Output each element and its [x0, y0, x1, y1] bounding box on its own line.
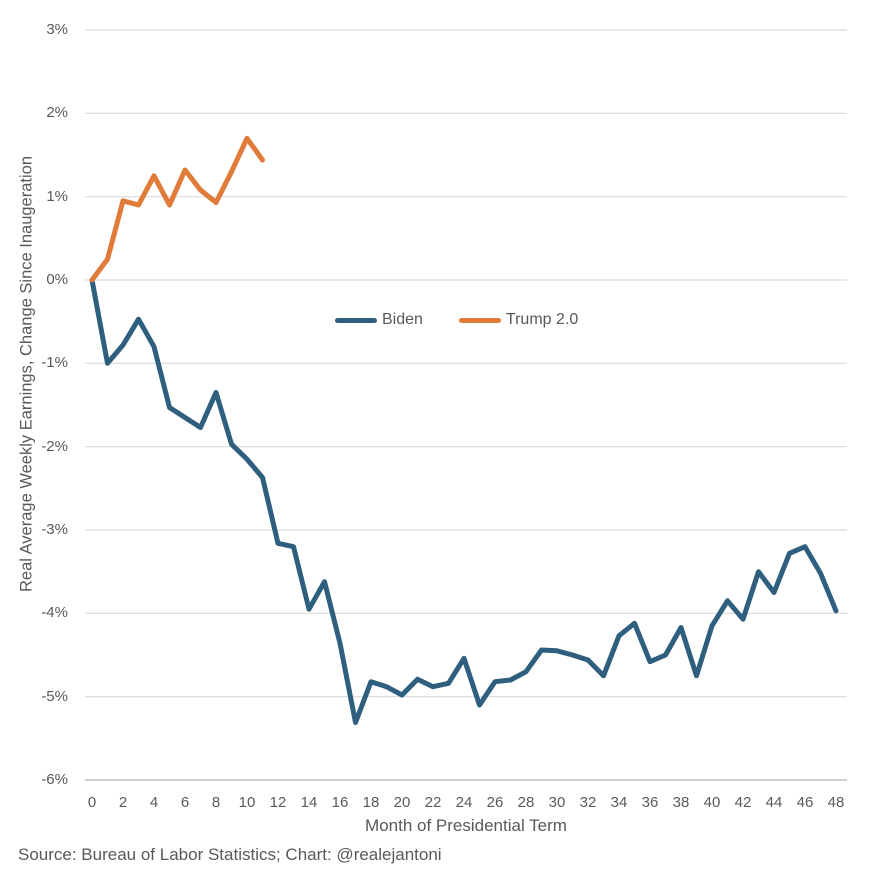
x-tick-label: 12	[269, 794, 287, 811]
y-tick-label: -6%	[41, 771, 68, 788]
x-tick-label: 18	[362, 794, 380, 811]
x-tick-label: 34	[610, 794, 628, 811]
legend-label-trump: Trump 2.0	[505, 311, 579, 328]
x-tick-label: 2	[118, 794, 128, 811]
y-tick-label: -2%	[41, 437, 68, 455]
x-tick-label: 42	[734, 794, 752, 811]
y-axis-title: Real Average Weekly Earnings, Change Sin…	[17, 155, 36, 593]
trump-2-0-line	[89, 135, 265, 283]
x-tick-label: 28	[517, 794, 535, 811]
biden-line	[89, 277, 839, 725]
legend-label-biden: Biden	[382, 311, 423, 328]
x-tick-label: 46	[796, 794, 814, 811]
x-tick-label: 4	[149, 794, 159, 811]
x-tick-label: 16	[331, 794, 349, 811]
x-tick-label: 14	[300, 794, 318, 811]
x-tick-label: 36	[641, 794, 659, 811]
x-tick-label: 6	[180, 794, 190, 811]
x-tick-label: 48	[827, 794, 845, 811]
x-tick-label: 20	[393, 794, 411, 811]
data-series	[89, 135, 839, 725]
x-tick-label: 30	[548, 794, 566, 811]
x-tick-label: 8	[211, 794, 221, 811]
source-attribution: Source: Bureau of Labor Statistics; Char…	[18, 845, 442, 864]
x-tick-label: 32	[579, 794, 597, 811]
x-tick-label: 10	[238, 794, 256, 811]
x-tick-label: 40	[703, 794, 721, 811]
legend: Biden Trump 2.0	[335, 311, 578, 329]
y-tick-label: 1%	[46, 187, 68, 205]
x-tick-label: 22	[424, 794, 442, 811]
x-tick-label: 26	[486, 794, 504, 811]
y-tick-label: 3%	[46, 21, 68, 38]
x-tick-label: 38	[672, 794, 690, 811]
y-tick-label: -5%	[41, 687, 68, 705]
x-tick-label: 24	[455, 794, 473, 811]
y-tick-label: -1%	[41, 354, 68, 372]
y-tick-label: 0%	[46, 271, 68, 288]
trump-line-swatch	[458, 317, 501, 323]
x-tick-label: 0	[87, 794, 97, 811]
legend-item-biden: Biden	[335, 311, 423, 329]
x-tick-label: 44	[765, 794, 783, 811]
legend-item-trump: Trump 2.0	[458, 311, 579, 329]
y-tick-label: 2%	[46, 104, 68, 122]
y-tick-label: -3%	[41, 521, 68, 538]
y-tick-label: -4%	[41, 604, 68, 622]
biden-line-swatch	[335, 317, 377, 323]
x-axis-title: Month of Presidential Term	[365, 816, 567, 835]
